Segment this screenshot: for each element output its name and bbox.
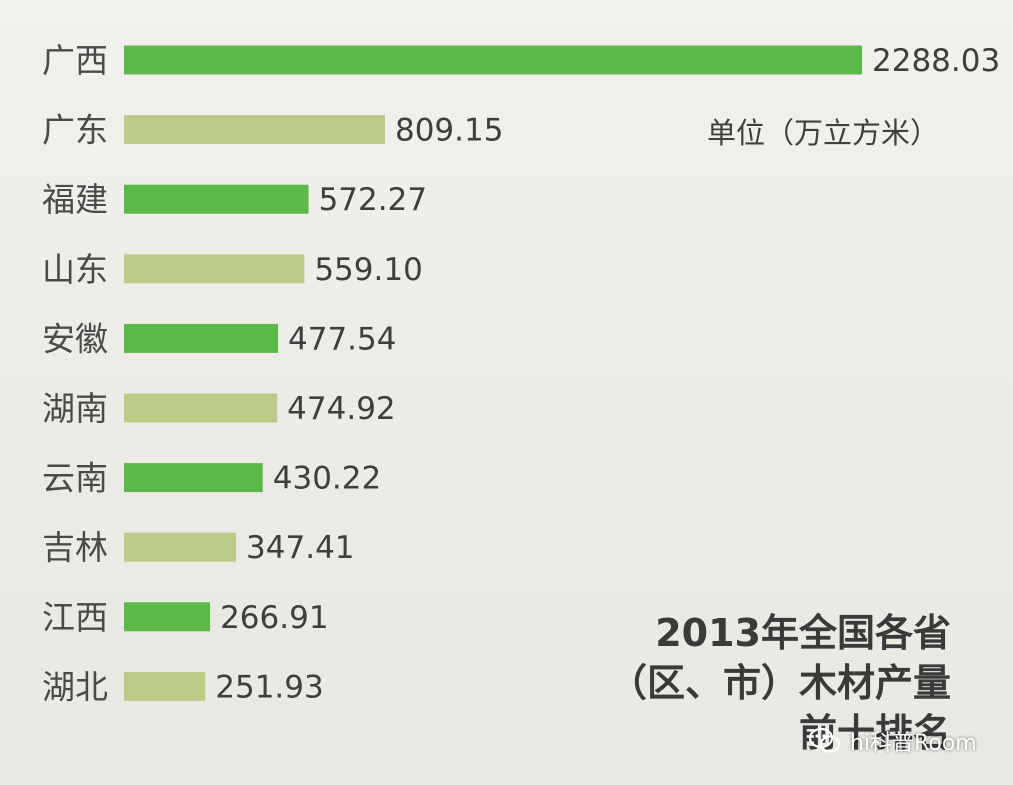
value-label: 477.54 [288,321,396,357]
value-label: 430.22 [273,461,381,497]
watermark: hi科普Room [808,724,977,758]
unit-label: 单位（万立方米） [707,116,940,150]
bar [124,254,305,284]
wechat-icon [808,727,841,753]
category-label: 吉林 [42,528,108,567]
bar [124,602,211,632]
bar [124,393,278,423]
category-label: 云南 [42,459,108,498]
category-label: 山东 [42,250,108,289]
value-label: 251.93 [215,669,323,705]
value-label: 559.10 [314,252,422,288]
value-label: 809.15 [395,113,503,149]
bar [124,323,279,353]
bar [124,184,309,214]
category-label: 广东 [42,111,108,150]
category-label: 广西 [42,41,108,80]
chart-title-line-1: 2013年全国各省 [655,611,951,655]
category-label: 安徽 [42,319,108,358]
bar [124,45,862,75]
value-label: 266.91 [220,600,328,636]
bar [124,463,263,493]
bar [124,532,237,562]
category-label: 湖北 [42,667,108,706]
category-label: 福建 [42,180,108,219]
chart-title: 2013年全国各省 （区、市）木材产量 前十排名 [591,608,951,758]
chart-title-line-2: （区、市）木材产量 [608,661,951,705]
value-label: 572.27 [319,182,427,218]
category-label: 湖南 [42,389,108,428]
bar [124,671,206,701]
watermark-text: hi科普Room [850,731,977,756]
value-label: 347.41 [246,530,354,566]
value-label: 2288.03 [872,43,1000,79]
value-label: 474.92 [287,391,395,427]
category-label: 江西 [42,598,108,637]
bar [124,115,385,145]
